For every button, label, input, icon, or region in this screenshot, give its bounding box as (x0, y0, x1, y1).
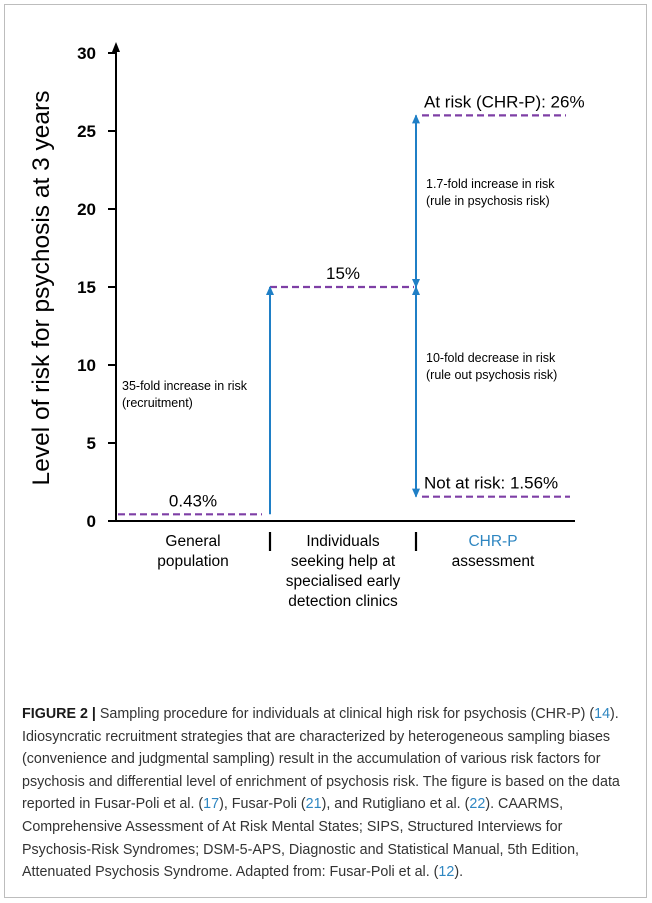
y-tick-label: 5 (87, 434, 96, 453)
figure-label: FIGURE 2 | (22, 706, 96, 722)
y-axis-label: Level of risk for psychosis at 3 years (28, 91, 55, 486)
arrow-annotation-recruitment: (recruitment) (122, 396, 193, 410)
level-label-not-at-risk: Not at risk: 1.56% (424, 474, 558, 493)
level-label-general: 0.43% (169, 491, 217, 510)
caption-reference-link[interactable]: 17 (203, 796, 220, 813)
arrow-annotation-rule-out: (rule out psychosis risk) (426, 368, 557, 382)
caption-reference-link[interactable]: 12 (438, 864, 455, 881)
caption-text-segment: Sampling procedure for individuals at cl… (95, 706, 595, 722)
category-label: detection clinics (288, 593, 398, 610)
y-tick-label: 10 (77, 356, 96, 375)
y-tick-label: 15 (77, 278, 96, 297)
figure-caption: FIGURE 2 | Sampling procedure for indivi… (22, 703, 632, 884)
caption-text-segment: ). CAARMS, Comprehensive Assessment of A… (22, 796, 580, 881)
category-label: CHR-P (468, 533, 517, 550)
risk-chart: 0 5 10 15 20 25 30 Level of risk for psychosis … (28, 42, 585, 610)
category-label: population (157, 553, 229, 570)
caption-reference-link[interactable]: 14 (594, 706, 611, 722)
figure-frame (4, 4, 647, 898)
category-label: Individuals (306, 533, 379, 550)
category-label: specialised early (286, 573, 401, 590)
y-tick-label: 25 (77, 122, 96, 141)
y-tick-label: 20 (77, 200, 96, 219)
caption-reference-link[interactable]: 21 (305, 796, 322, 813)
y-tick-label: 30 (77, 44, 96, 63)
category-label: seeking help at (291, 553, 396, 570)
arrow-annotation-rule-in: 1.7-fold increase in risk (426, 177, 555, 191)
arrow-annotation-rule-in: (rule in psychosis risk) (426, 194, 550, 208)
level-label-at-risk: At risk (CHR-P): 26% (424, 92, 585, 111)
caption-text-segment: ). (454, 864, 464, 881)
caption-text-segment: ), Fusar-Poli ( (219, 796, 306, 813)
y-tick-label: 0 (87, 512, 96, 531)
level-label-help-seeking: 15% (326, 264, 360, 283)
caption-reference-link[interactable]: 22 (469, 796, 486, 813)
arrow-annotation-rule-out: 10-fold decrease in risk (426, 351, 556, 365)
caption-text: Sampling procedure for individuals at cl… (22, 706, 620, 880)
category-label: General (165, 533, 220, 550)
category-label: assessment (452, 553, 535, 570)
arrow-annotation-recruitment: 35-fold increase in risk (122, 379, 248, 393)
caption-text-segment: ), and Rutigliano et al. ( (321, 796, 470, 813)
caption-text-segment: ). Idiosyncratic recruitment strategies … (22, 706, 620, 813)
